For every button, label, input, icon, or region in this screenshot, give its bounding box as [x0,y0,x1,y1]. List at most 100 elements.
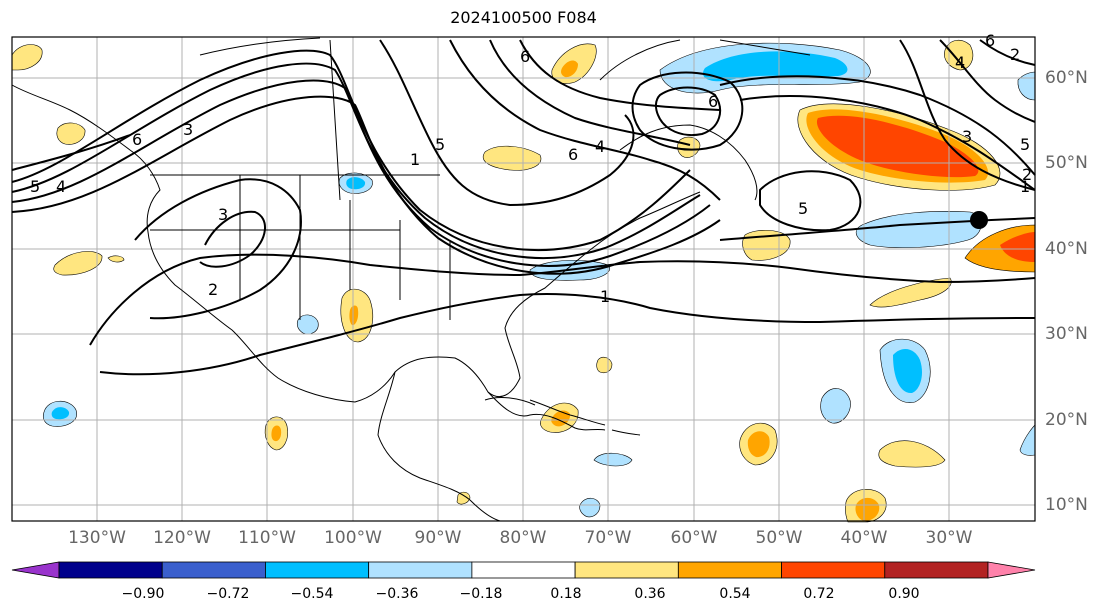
colorbar-segment [574,561,679,579]
shade-atlantic-red [816,115,979,178]
contour-label: 2 [1010,45,1020,64]
contour-label: 3 [183,120,193,139]
contour-label: 1 [600,287,610,306]
colorbar-extension-low [11,561,60,579]
shade-labrador-blue [702,51,848,82]
contour-label: 5 [435,135,445,154]
colorbar-tick-label: 0.72 [803,586,835,602]
contour-line [489,39,691,146]
shade-warm-texas-core [349,305,359,326]
contour-line [134,178,302,320]
colorbar-extension-high [987,561,1036,579]
contour-label: 6 [985,31,995,50]
lat-label: 40°N [1045,239,1088,259]
shade-warm-small-3 [677,136,701,158]
colorbar-tick-label: −0.72 [206,586,250,602]
coastlines [11,37,811,522]
shade-warm-alaska2 [56,122,86,145]
lon-label: 50°W [755,528,803,548]
shade-midatlantic-cold [855,211,982,249]
lon-label: 120°W [153,528,211,548]
contour-label: 5 [30,177,40,196]
contour-label: 2 [1022,165,1032,184]
contour-label: 3 [218,205,228,224]
shade-warm-caribbean-core [551,410,571,427]
contour-line [939,39,1036,123]
contour-label: 6 [568,145,578,164]
colorbar-segment [368,561,473,579]
contour-line [379,39,635,207]
colorbar-segment [781,561,886,579]
contour-label: 6 [708,92,718,111]
contour-line [899,39,1036,191]
lon-label: 40°W [840,528,888,548]
colorbar-tick-label: 0.18 [550,586,582,602]
lat-label: 60°N [1045,68,1088,88]
contour-line [719,75,1036,176]
colorbar-tick-label: −0.36 [375,586,419,602]
contour-labels: 5 4 6 3 3 2 1 5 6 4 6 6 5 1 3 5 4 6 2 1 … [30,31,1032,306]
shade-warm-greenland [944,40,974,71]
shade-cold-caribbean [593,452,633,467]
colorbar [11,561,1036,579]
lon-label: 100°W [324,528,382,548]
lon-label: 90°W [414,528,462,548]
lon-label: 30°W [925,528,973,548]
contour-label: 6 [520,47,530,66]
shade-warm-pacnw [53,251,103,276]
contour-line [449,39,721,201]
lon-label: 70°W [584,528,632,548]
shade-cold-plains-core [346,177,366,190]
shade-warm-small-4 [107,255,125,263]
colorbar-segment [161,561,266,579]
contour-line [631,71,744,151]
black-dot-icon [970,211,988,229]
contour-line [199,210,266,268]
lat-label: 20°N [1045,410,1088,430]
colorbar-tick-label: 0.54 [719,586,751,602]
contour-line [979,39,1036,66]
shade-warm-10n-core [855,497,880,521]
shade-cold-ne-edge [1017,71,1036,101]
shade-cold-pacific-core [51,407,70,420]
colorbar-segment [471,561,576,579]
contour-label: 4 [595,137,605,156]
lon-label: 80°W [499,528,547,548]
shade-warm-small-1 [596,356,613,374]
contour-label: 4 [56,177,66,196]
contour-label: 1 [1020,177,1030,196]
contour-line [11,79,711,267]
shade-warm-small-2 [456,491,471,505]
colorbar-segment [677,561,782,579]
colorbar-tick-label: 0.36 [634,586,666,602]
map-title: 2024100500 F084 [450,8,597,27]
lat-label: 10°N [1045,495,1088,515]
contours [11,39,1036,376]
lat-label: 50°N [1045,153,1088,173]
shade-cold-22n [820,388,851,424]
colorbar-segment [884,561,989,579]
lat-label: 30°N [1045,324,1088,344]
colorbar-segment [265,561,370,579]
shade-warm-mexico-core [271,425,282,442]
shade-east-red [1000,232,1035,262]
colorbar-tick-label: −0.54 [290,586,334,602]
contour-line [759,170,862,232]
contour-line [719,217,1036,241]
shade-warm-hudson [483,145,542,171]
shade-cold-panama [579,497,601,518]
contour-label: 3 [962,127,972,146]
contour-line [739,95,1036,191]
contour-line [654,86,722,136]
colorbar-segment [58,561,163,579]
colorbar-tick-label: −0.18 [459,586,503,602]
contour-line [11,134,131,171]
contour-label: 4 [955,53,965,72]
graticule [12,37,1035,521]
shade-warm-alaska1 [11,44,43,71]
shade-warm-20n-core [747,431,770,458]
contour-label: 1 [410,150,420,169]
contour-line [89,253,1036,346]
lon-label: 60°W [670,528,718,548]
